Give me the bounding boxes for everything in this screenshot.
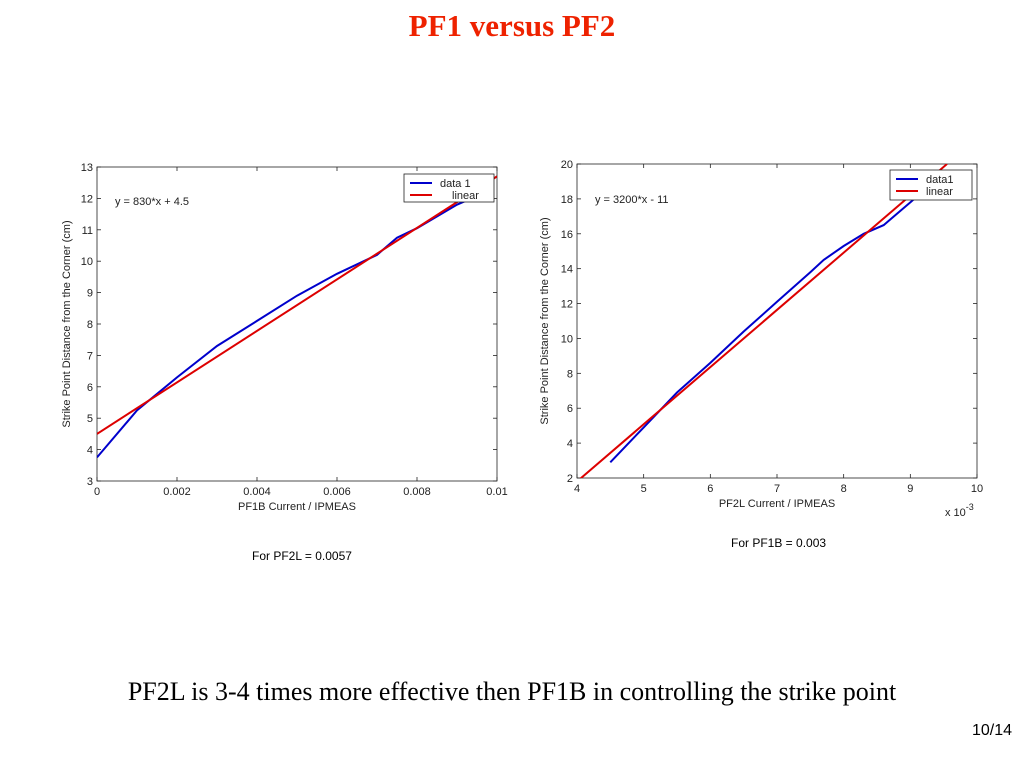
legend-entry: data 1	[440, 178, 471, 190]
y-tick-label: 10	[81, 256, 93, 268]
x-multiplier-base: x 10	[945, 507, 966, 519]
x-tick-label: 0	[94, 486, 100, 498]
y-tick-label: 4	[567, 438, 573, 450]
legend-entry: linear	[452, 190, 479, 202]
legend-box	[403, 173, 495, 203]
x-tick-label: 6	[707, 483, 713, 495]
x-tick-label: 8	[841, 483, 847, 495]
y-tick-label: 13	[81, 162, 93, 174]
x-tick-label: 0.006	[323, 486, 351, 498]
x-tick-label: 7	[774, 483, 780, 495]
chart-pf2l-caption: For PF1B = 0.003	[731, 536, 827, 550]
x-tick-label: 0.01	[486, 486, 507, 498]
x-tick-label: 4	[574, 483, 580, 495]
y-tick-label: 20	[561, 159, 573, 171]
series-line-linear	[97, 175, 497, 435]
y-tick-label: 6	[567, 403, 573, 415]
x-tick-label: 5	[641, 483, 647, 495]
series-line-data	[609, 184, 931, 463]
y-tick-label: 9	[87, 288, 93, 300]
series-line-linear	[579, 164, 948, 478]
y-tick-label: 10	[561, 333, 573, 345]
legend-entry: data1	[926, 174, 954, 186]
x-tick-label: 0.002	[163, 486, 191, 498]
y-tick-label: 11	[82, 225, 93, 237]
y-tick-label: 18	[561, 194, 573, 206]
x-multiplier-exponent: -3	[966, 502, 974, 512]
y-tick-label: 2	[567, 473, 573, 485]
y-tick-label: 12	[81, 193, 93, 205]
y-axis-label: Strike Point Distance from the Corner (c…	[539, 217, 551, 424]
x-tick-label: 0.008	[403, 486, 431, 498]
chart-pf1b: 0 0.002 0.004 0.006 0.008 0.01 3 4 5 6 7 8 9 10 11 12 13…	[61, 162, 508, 513]
slide-title: PF1 versus PF2	[408, 8, 616, 43]
y-tick-label: 3	[87, 476, 93, 488]
y-axis-label: Strike Point Distance from the Corner (c…	[61, 220, 73, 427]
y-tick-label: 8	[567, 368, 573, 380]
y-tick-label: 16	[561, 229, 573, 241]
fit-equation: y = 3200*x - 11	[595, 194, 668, 206]
y-tick-label: 5	[87, 413, 93, 425]
x-tick-label: 9	[907, 483, 913, 495]
y-tick-label: 7	[87, 350, 93, 362]
x-axis-label: PF2L Current / IPMEAS	[719, 498, 835, 510]
fit-equation: y = 830*x + 4.5	[115, 196, 189, 208]
chart-pf1b-caption: For PF2L = 0.0057	[252, 549, 352, 563]
y-tick-label: 4	[87, 445, 93, 457]
x-multiplier: x 10-3	[945, 502, 974, 519]
x-axis-label: PF1B Current / IPMEAS	[238, 501, 356, 513]
y-tick-label: 8	[87, 319, 93, 331]
page-number: 10/14	[971, 722, 1012, 739]
legend-entry: linear	[926, 186, 953, 198]
main-statement: PF2L is 3-4 times more effective then PF…	[127, 677, 897, 706]
x-tick-label: 0.004	[243, 486, 271, 498]
x-tick-label: 10	[971, 483, 983, 495]
y-tick-label: 12	[561, 299, 573, 311]
legend-box	[889, 169, 973, 201]
plot-area	[576, 163, 978, 479]
y-tick-label: 6	[87, 382, 93, 394]
y-tick-label: 14	[561, 264, 573, 276]
